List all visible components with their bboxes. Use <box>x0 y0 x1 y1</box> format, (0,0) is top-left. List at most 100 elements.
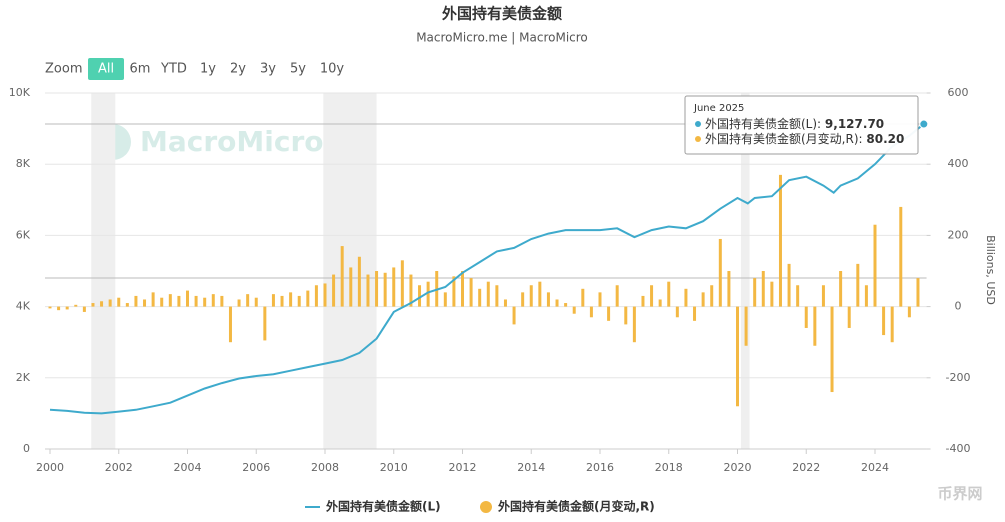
bar <box>907 306 911 318</box>
y2-axis-title: Billions, USD <box>984 235 997 305</box>
zoom-button[interactable]: 6m <box>130 62 151 77</box>
bar <box>710 285 714 307</box>
y2-tick-label: -200 <box>946 371 971 384</box>
bar <box>581 288 585 307</box>
zoom-label: Zoom <box>45 62 82 77</box>
bar <box>632 306 636 343</box>
zoom-button[interactable]: 1y <box>200 62 216 77</box>
bar <box>615 285 619 307</box>
bar <box>108 299 112 307</box>
bar <box>271 294 275 307</box>
bar <box>332 274 336 307</box>
y-tick-label: 2K <box>16 371 31 384</box>
zoom-button[interactable]: 2y <box>230 62 246 77</box>
x-tick-label: 2012 <box>449 461 477 474</box>
bar <box>701 292 705 307</box>
bar <box>280 295 284 307</box>
bar <box>91 303 95 307</box>
x-tick-label: 2020 <box>724 461 752 474</box>
bar <box>675 306 679 318</box>
tooltip-value: 80.20 <box>866 132 904 146</box>
bar <box>727 271 731 307</box>
bar <box>443 292 447 307</box>
bar <box>418 285 422 307</box>
bar <box>856 263 860 307</box>
zoom-button[interactable]: YTD <box>160 62 187 77</box>
zoom-button[interactable]: 10y <box>320 62 345 77</box>
bar <box>237 299 241 307</box>
tooltip-item: 外国持有美债金额(L): 9,127.70 <box>705 116 884 131</box>
bar <box>624 306 628 325</box>
x-tick-label: 2000 <box>36 461 64 474</box>
bar <box>74 304 78 307</box>
x-tick-label: 2022 <box>792 461 820 474</box>
bar <box>125 303 129 307</box>
bar <box>778 174 782 307</box>
zoom-button-bg <box>88 58 124 80</box>
bar <box>495 285 499 307</box>
bar <box>847 306 851 328</box>
tooltip-dot <box>695 121 701 127</box>
line <box>49 123 925 415</box>
bar <box>177 295 181 307</box>
bar <box>564 303 568 307</box>
legend-label[interactable]: 外国持有美债金额(月变动,R) <box>498 499 655 514</box>
y2-tick-label: 400 <box>948 157 969 170</box>
bar <box>151 292 155 307</box>
x-tick-label: 2006 <box>242 461 270 474</box>
bar <box>890 306 894 343</box>
bar <box>486 281 490 307</box>
legend-dot <box>480 501 492 513</box>
legend-label[interactable]: 外国持有美债金额(L) <box>326 499 441 514</box>
bar <box>555 299 559 307</box>
zoom-button[interactable]: 5y <box>290 62 306 77</box>
tooltip-label: 外国持有美债金额(月变动,R): <box>705 131 866 146</box>
bar <box>340 246 344 307</box>
bar <box>546 292 550 307</box>
bar <box>186 290 189 307</box>
tooltip-item: 外国持有美债金额(月变动,R): 80.20 <box>705 131 904 146</box>
bar <box>306 290 310 307</box>
bar <box>117 297 121 307</box>
bar <box>478 288 482 307</box>
bar <box>572 306 576 314</box>
bar <box>65 306 69 310</box>
shaded-period <box>91 93 116 449</box>
bar <box>366 274 370 307</box>
zoom-button[interactable]: All <box>98 62 114 77</box>
bar <box>289 292 293 307</box>
bar <box>426 281 430 307</box>
bar <box>529 285 533 307</box>
bar <box>693 306 697 321</box>
y-tick-label: 10K <box>9 86 31 99</box>
bar <box>349 267 353 307</box>
bar <box>761 271 765 307</box>
bar <box>160 297 164 307</box>
bar <box>168 294 172 307</box>
bar <box>400 260 404 307</box>
bar <box>134 295 138 307</box>
x-tick-label: 2024 <box>861 461 889 474</box>
bar <box>203 297 207 307</box>
bar <box>641 295 645 307</box>
bar <box>143 299 147 307</box>
bar <box>263 306 267 341</box>
bar <box>589 306 593 318</box>
corner-watermark: 币界网 <box>937 485 982 503</box>
tooltip-box <box>684 95 919 155</box>
bar <box>297 295 301 307</box>
y2-tick-label: 0 <box>955 300 962 313</box>
bar <box>804 306 808 328</box>
x-tick-label: 2010 <box>380 461 408 474</box>
bar <box>194 295 198 307</box>
bar <box>375 271 379 307</box>
bar <box>503 299 507 307</box>
watermark: MacroMicro <box>140 125 324 158</box>
x-tick-label: 2002 <box>105 461 133 474</box>
bar <box>873 224 877 307</box>
bar <box>383 272 387 307</box>
zoom-button[interactable]: 3y <box>260 62 276 77</box>
y-tick-label: 6K <box>16 228 31 241</box>
tooltip-value: 9,127.70 <box>825 117 884 131</box>
